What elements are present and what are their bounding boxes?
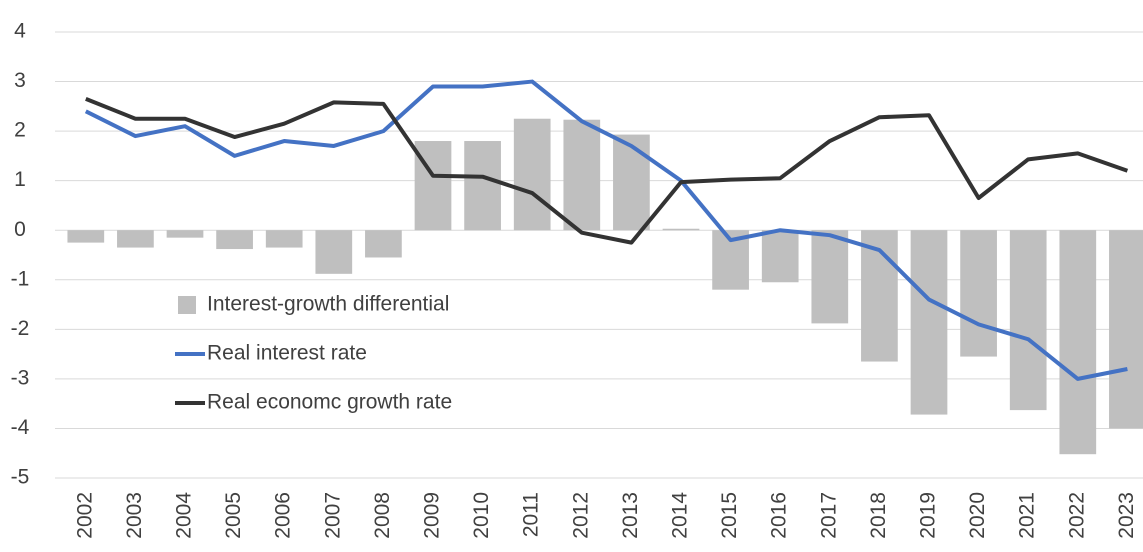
x-tick-label: 2021 (1016, 492, 1039, 539)
y-tick-label: -4 (11, 416, 30, 439)
bar (761, 230, 799, 283)
x-tick-label: 2002 (73, 492, 96, 539)
x-tick-label: 2007 (321, 492, 344, 539)
bar (166, 230, 204, 238)
bars (67, 118, 1143, 455)
y-tick-label: 4 (14, 20, 26, 43)
x-tick-label: 2003 (123, 492, 146, 539)
x-tick-label: 2019 (917, 492, 940, 539)
x-tick-label: 2023 (1115, 492, 1138, 539)
bar (960, 230, 997, 357)
x-tick-label: 2010 (470, 492, 493, 539)
bar (1109, 230, 1143, 429)
bar (67, 230, 105, 243)
y-tick-label: -3 (11, 366, 30, 389)
bar (613, 134, 650, 231)
line (84, 79, 1128, 381)
x-tick-label: 2022 (1065, 492, 1088, 539)
x-tick-label: 2015 (718, 492, 741, 539)
line (85, 97, 1129, 245)
x-tick-label: 2008 (371, 492, 394, 539)
legend-label: Interest-growth differential (207, 293, 449, 316)
legend-label: Real interest rate (207, 342, 367, 365)
x-tick-label: 2018 (867, 492, 890, 539)
bar (216, 230, 253, 250)
bar (563, 119, 601, 231)
bar (265, 230, 303, 248)
y-tick-label: 0 (14, 218, 26, 241)
x-tick-label: 2020 (966, 492, 989, 539)
x-tick-label: 2005 (222, 492, 245, 539)
x-tick-label: 2006 (272, 492, 295, 539)
bar (1009, 230, 1047, 411)
y-tick-label: 1 (14, 168, 26, 191)
legend-label: Real economc growth rate (207, 391, 452, 414)
x-tick-label: 2016 (768, 492, 791, 539)
bar (910, 230, 948, 415)
y-tick-label: 2 (14, 119, 26, 142)
bar (811, 230, 849, 324)
x-tick-label: 2012 (569, 492, 592, 539)
x-tick-label: 2013 (619, 492, 642, 539)
x-tick-label: 2017 (817, 492, 840, 539)
labels: 4 3 2 1 0 -1 -2 -3 -4 -5 2002 2003 2004 2005 2006 2007 2… (11, 20, 1138, 539)
bar (365, 230, 402, 258)
lines (84, 79, 1129, 381)
bar (464, 141, 501, 231)
legend: Interest-growth differential Real interes… (175, 293, 452, 414)
bar (1059, 230, 1097, 455)
x-tick-label: 2004 (173, 492, 196, 539)
bar (117, 230, 154, 248)
legend-swatch (178, 296, 196, 314)
x-tick-label: 2014 (669, 492, 692, 539)
y-tick-label: -1 (11, 267, 30, 290)
y-tick-label: -5 (11, 466, 30, 489)
x-tick-label: 2009 (421, 492, 444, 539)
y-tick-label: -2 (11, 317, 30, 340)
bar (315, 230, 353, 274)
x-tick-label: 2011 (520, 492, 543, 537)
bar (662, 228, 700, 231)
y-tick-label: 3 (14, 69, 26, 92)
bar (513, 118, 551, 231)
